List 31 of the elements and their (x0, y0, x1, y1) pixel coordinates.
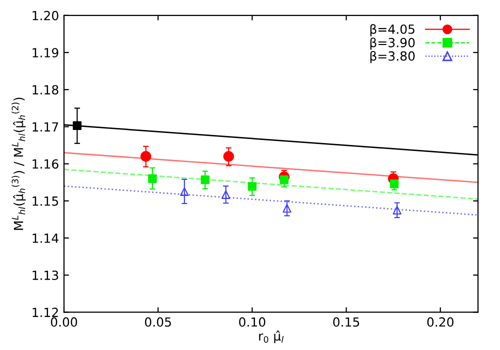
point (392, 206, 402, 215)
x-tick-label: 0.05 (145, 317, 171, 327)
point (248, 182, 257, 191)
point (148, 174, 157, 183)
point (221, 190, 230, 199)
y-tick-label: 1.16 (32, 159, 58, 169)
point (140, 151, 152, 162)
y-tick-label: 1.15 (32, 196, 58, 206)
point (223, 151, 234, 162)
y-tick-label: 1.18 (32, 85, 58, 95)
legend-label: β=3.90 (370, 38, 415, 50)
point (200, 175, 210, 184)
x-tick-label: 0.20 (427, 317, 454, 327)
y-tick-label: 1.20 (32, 10, 58, 20)
x-axis-title: r$_{0}$ μ̂$_{l}$ (259, 330, 284, 344)
y-tick-label: 1.19 (32, 48, 58, 58)
legend-label: β=3.80 (370, 51, 415, 64)
point (390, 179, 399, 188)
y-tick-label: 1.14 (32, 234, 58, 243)
legend-label: β=4.05 (370, 24, 414, 36)
text: M$^{L}$$_{hl}$(μ̂$_{h}$$^{(3)}$) / M$^{L}$$_{hl}$(μ̂$_{h}$$^{(2)}$) (12, 98, 26, 230)
point (280, 175, 289, 184)
point (180, 187, 189, 196)
x-tick-label: 0.10 (239, 317, 266, 327)
point (72, 121, 82, 130)
x-tick-label: 0.15 (333, 317, 360, 327)
point (282, 204, 292, 213)
y-tick-label: 1.12 (32, 308, 58, 317)
y-tick-label: 1.13 (32, 270, 58, 280)
x-tick-label: 0.00 (50, 317, 78, 327)
y-tick-label: 1.17 (32, 122, 58, 132)
